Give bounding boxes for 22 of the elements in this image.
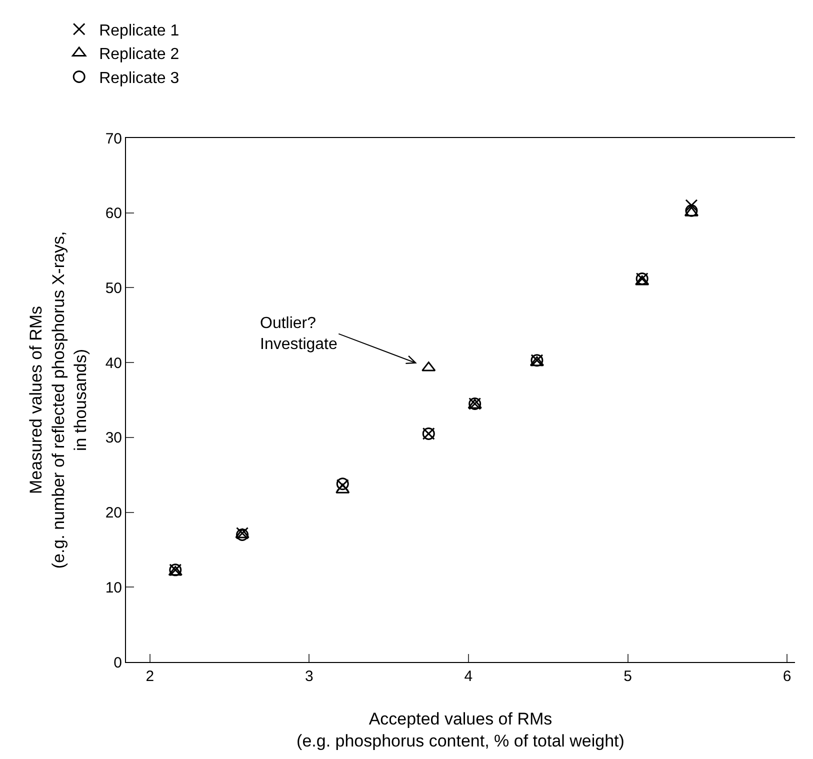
y-tick-label: 0 [114,654,122,672]
x-tick-label: 4 [464,668,473,685]
y-tick-label: 70 [105,130,122,148]
y-tick-label: 30 [105,430,122,447]
annotation: Outlier? Investigate [260,315,338,353]
x-tick-label: 3 [305,668,314,685]
x-axis-title: Accepted values of RMs (e.g. phosphorus content, % of total weight) [296,709,624,750]
y-tick-label: 10 [105,579,122,596]
y-axis-title: Measured values of RMs (e.g. number of reflected phosphorus X-rays, in thousands) [26,231,90,569]
legend-label: Replicate 2 [99,46,180,64]
x-tick-label: 6 [782,668,792,685]
point [685,199,698,212]
y-tick-label: 60 [105,205,122,222]
y-tick-label: 40 [105,354,122,372]
point [685,204,698,217]
x-tick-label: 2 [146,668,154,685]
y-tick-label: 50 [105,280,122,297]
point [634,275,650,286]
legend-label: Replicate 1 [99,22,180,40]
y-tick-label: 20 [105,504,122,522]
x-tick-label: 5 [624,668,632,685]
legend-label: Replicate 3 [99,70,180,87]
